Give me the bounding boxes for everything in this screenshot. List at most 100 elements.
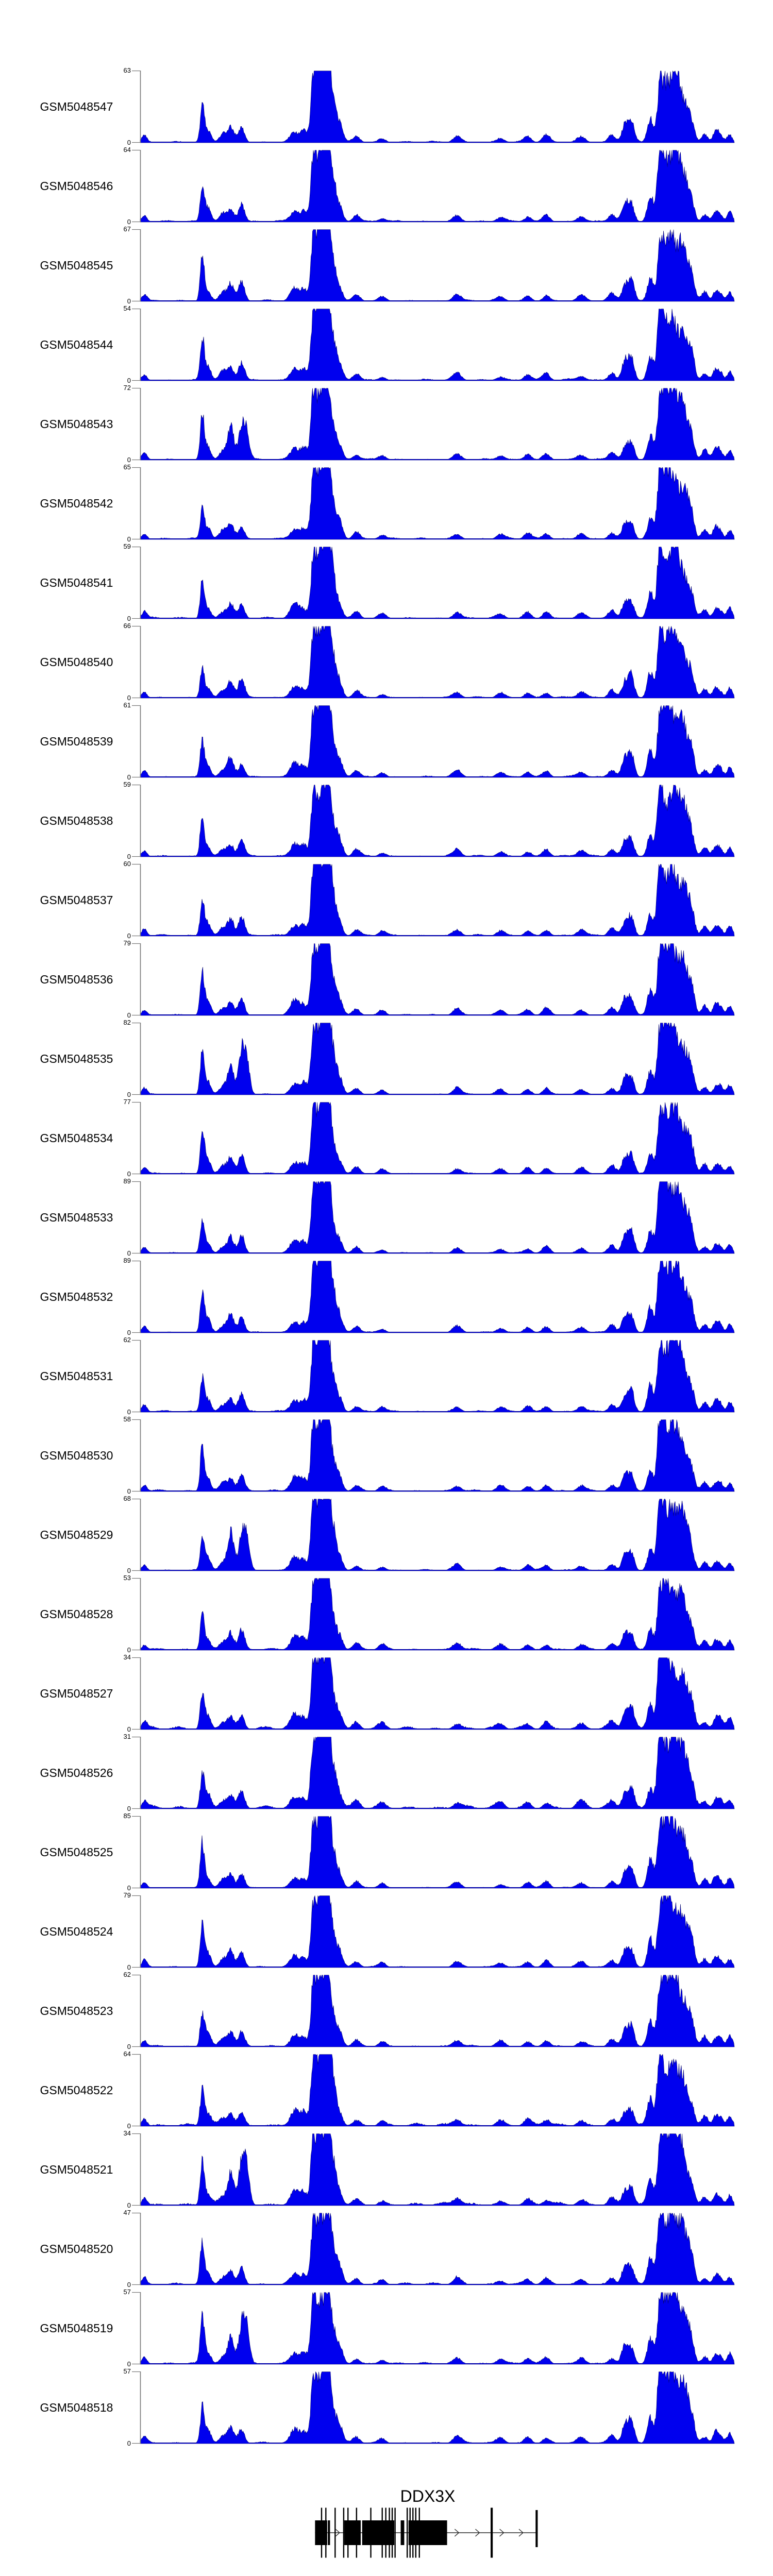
track-sample-label: GSM5048547 — [40, 100, 113, 113]
track-sample-label: GSM5048518 — [40, 2401, 113, 2414]
coverage-track-GSM5048539 — [132, 705, 735, 778]
coverage-area — [140, 2133, 735, 2206]
gene-end-exon — [535, 2510, 538, 2547]
gene-exon — [400, 2520, 405, 2545]
coverage-track-GSM5048520 — [132, 2212, 735, 2285]
track-ymax-label: 85 — [123, 1812, 131, 1820]
track-ymin-label: 0 — [127, 2122, 131, 2130]
coverage-track-GSM5048533 — [132, 1181, 735, 1254]
coverage-track-GSM5048541 — [132, 546, 735, 619]
track-sample-label: GSM5048529 — [40, 1528, 113, 1541]
coverage-area — [140, 1816, 735, 1889]
track-sample-label: GSM5048526 — [40, 1766, 113, 1780]
gene-model-DDX3X — [315, 2507, 538, 2558]
coverage-track-GSM5048547 — [132, 70, 735, 143]
track-ymax-label: 77 — [123, 1098, 131, 1106]
track-ymin-label: 0 — [127, 1249, 131, 1257]
coverage-area — [140, 625, 735, 699]
strand-direction-arrow-icon — [499, 2529, 505, 2537]
track-ymax-label: 79 — [123, 939, 131, 947]
track-sample-label: GSM5048533 — [40, 1211, 113, 1224]
track-ymax-label: 72 — [123, 384, 131, 392]
track-ymin-label: 0 — [127, 694, 131, 702]
track-ymax-label: 66 — [123, 622, 131, 630]
track-sample-label: GSM5048521 — [40, 2163, 113, 2176]
coverage-area — [140, 70, 735, 143]
coverage-area — [140, 943, 735, 1016]
coverage-track-GSM5048518 — [132, 2371, 735, 2444]
coverage-area — [140, 705, 735, 778]
coverage-area — [140, 1657, 735, 1730]
coverage-area — [140, 547, 735, 619]
coverage-area — [140, 2213, 735, 2285]
gene-exon — [315, 2520, 327, 2545]
track-ymax-label: 53 — [123, 1574, 131, 1582]
track-sample-label: GSM5048534 — [40, 1131, 113, 1145]
transcript-variant-tick — [406, 2507, 408, 2558]
track-sample-label: GSM5048530 — [40, 1449, 113, 1462]
coverage-area — [140, 1181, 735, 1254]
track-ymax-label: 82 — [123, 1019, 131, 1026]
coverage-track-GSM5048546 — [132, 149, 735, 223]
coverage-track-GSM5048530 — [132, 1419, 735, 1492]
coverage-track-GSM5048523 — [132, 1974, 735, 2047]
coverage-track-GSM5048532 — [132, 1260, 735, 1333]
coverage-track-GSM5048544 — [132, 308, 735, 381]
coverage-area — [140, 1340, 735, 1413]
track-ymin-label: 0 — [127, 615, 131, 622]
track-ymin-label: 0 — [127, 1567, 131, 1574]
track-ymin-label: 0 — [127, 377, 131, 384]
transcript-variant-tick — [343, 2507, 345, 2558]
coverage-area — [140, 864, 735, 937]
track-ymax-label: 61 — [123, 701, 131, 709]
track-ymax-label: 89 — [123, 1177, 131, 1185]
coverage-track-GSM5048527 — [132, 1657, 735, 1730]
track-ymax-label: 54 — [123, 304, 131, 312]
coverage-area — [140, 467, 735, 540]
track-ymax-label: 59 — [123, 543, 131, 550]
track-ymin-label: 0 — [127, 1487, 131, 1495]
track-sample-label: GSM5048540 — [40, 655, 113, 669]
track-ymin-label: 0 — [127, 1170, 131, 1178]
track-sample-label: GSM5048532 — [40, 1290, 113, 1303]
track-ymin-label: 0 — [127, 218, 131, 226]
track-sample-label: GSM5048541 — [40, 576, 113, 589]
coverage-area — [140, 2292, 735, 2365]
track-sample-label: GSM5048543 — [40, 417, 113, 431]
coverage-area — [140, 149, 735, 223]
track-sample-label: GSM5048542 — [40, 497, 113, 510]
track-sample-label: GSM5048531 — [40, 1369, 113, 1383]
track-sample-label: GSM5048523 — [40, 2004, 113, 2018]
track-ymin-label: 0 — [127, 1329, 131, 1336]
track-ymin-label: 0 — [127, 773, 131, 781]
track-ymin-label: 0 — [127, 2439, 131, 2447]
track-ymax-label: 47 — [123, 2209, 131, 2216]
track-ymin-label: 0 — [127, 2360, 131, 2368]
track-sample-label: GSM5048539 — [40, 735, 113, 748]
track-ymax-label: 63 — [123, 66, 131, 74]
strand-direction-arrow-icon — [335, 2529, 341, 2537]
coverage-track-GSM5048537 — [132, 863, 735, 937]
strand-direction-arrow-icon — [518, 2529, 524, 2537]
coverage-track-GSM5048543 — [132, 387, 735, 461]
track-ymax-label: 31 — [123, 1733, 131, 1740]
transcript-variant-tick — [334, 2507, 336, 2558]
coverage-area — [140, 309, 735, 381]
track-sample-label: GSM5048545 — [40, 259, 113, 272]
track-sample-label: GSM5048519 — [40, 2321, 113, 2335]
gene-thin-exon — [491, 2507, 493, 2558]
track-ymin-label: 0 — [127, 456, 131, 464]
gene-exon — [362, 2520, 395, 2545]
track-ymax-label: 64 — [123, 2050, 131, 2058]
coverage-area — [140, 1578, 735, 1651]
track-ymax-label: 64 — [123, 146, 131, 154]
coverage-track-GSM5048540 — [132, 625, 735, 699]
track-ymin-label: 0 — [127, 1963, 131, 1971]
track-ymax-label: 57 — [123, 2367, 131, 2375]
coverage-track-GSM5048529 — [132, 1498, 735, 1571]
coverage-area — [140, 1895, 735, 1968]
coverage-area — [140, 2371, 735, 2444]
coverage-track-GSM5048522 — [132, 2054, 735, 2127]
coverage-track-GSM5048524 — [132, 1895, 735, 1968]
